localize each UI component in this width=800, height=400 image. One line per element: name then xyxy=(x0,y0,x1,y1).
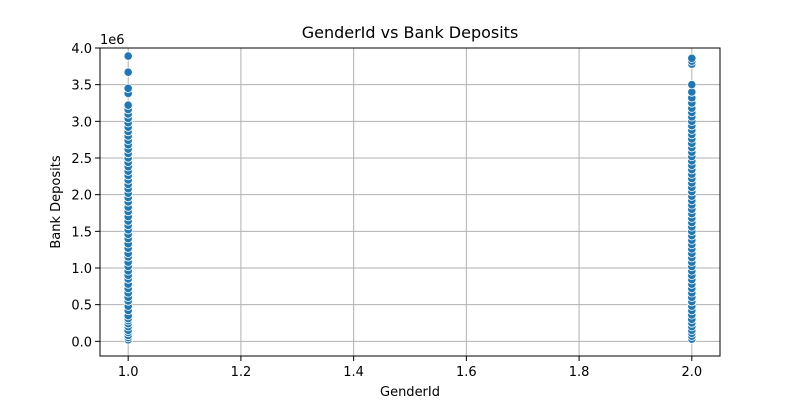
data-point xyxy=(687,80,697,90)
y-tick-label: 0.5 xyxy=(71,299,92,314)
y-axis-ticks: 0.0 0.5 1.0 1.5 2.0 2.5 3.0 3.5 4.0 xyxy=(71,42,100,350)
data-point xyxy=(123,100,133,110)
y-tick-label: 1.5 xyxy=(71,225,92,240)
y-tick-label: 2.5 xyxy=(71,152,92,167)
x-tick-label: 1.0 xyxy=(118,365,139,380)
plot-frame xyxy=(99,47,721,357)
x-tick-label: 2.0 xyxy=(681,365,702,380)
y-tick-label: 3.0 xyxy=(71,115,92,130)
y-axis-label: Bank Deposits xyxy=(49,155,64,248)
data-point xyxy=(123,67,133,77)
x-axis-label: GenderId xyxy=(380,385,440,400)
y-axis-offset-label: 1e6 xyxy=(100,33,125,48)
data-point xyxy=(123,83,133,93)
data-point xyxy=(687,53,697,63)
data-points xyxy=(123,51,697,345)
y-tick-label: 4.0 xyxy=(71,42,92,57)
y-tick-label: 1.0 xyxy=(71,262,92,277)
chart-title: GenderId vs Bank Deposits xyxy=(302,23,519,42)
x-tick-label: 1.2 xyxy=(231,365,252,380)
data-point xyxy=(123,51,133,61)
x-axis-ticks: 1.0 1.2 1.4 1.6 1.8 2.0 xyxy=(118,356,702,380)
x-tick-label: 1.6 xyxy=(456,365,477,380)
y-tick-label: 3.5 xyxy=(71,79,92,94)
x-tick-label: 1.4 xyxy=(343,365,364,380)
y-tick-label: 2.0 xyxy=(71,189,92,204)
y-tick-label: 0.0 xyxy=(71,335,92,350)
x-tick-label: 1.8 xyxy=(569,365,590,380)
